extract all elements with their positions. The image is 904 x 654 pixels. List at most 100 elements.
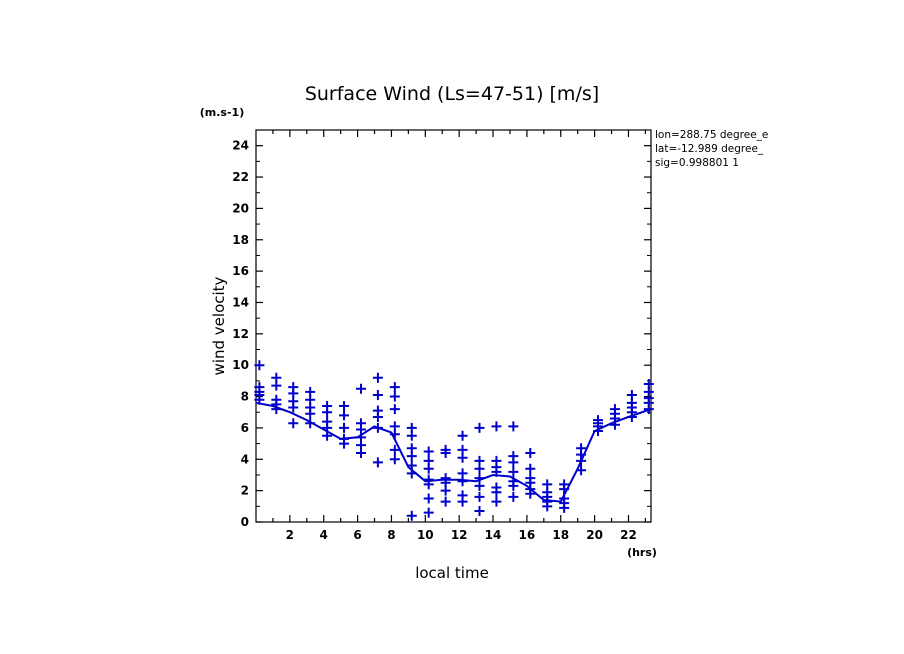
wind-sample-marker: [254, 360, 265, 371]
y-tick-label: 24: [232, 139, 249, 153]
wind-sample-marker: [339, 410, 350, 421]
wind-sample-marker: [406, 451, 417, 462]
y-axis-label: wind velocity: [210, 276, 228, 375]
y-tick-label: 20: [232, 201, 249, 215]
wind-sample-marker: [525, 488, 536, 499]
wind-sample-marker: [440, 448, 451, 459]
wind-sample-marker: [372, 422, 383, 433]
x-tick-label: 10: [417, 528, 434, 542]
info-box: lon=288.75 degree_e lat=-12.989 degree_ …: [655, 129, 768, 169]
wind-sample-marker: [508, 466, 519, 477]
wind-sample-marker: [626, 411, 637, 422]
wind-sample-marker: [609, 419, 620, 430]
y-tick-label: 8: [241, 390, 249, 404]
wind-sample-marker: [288, 418, 299, 429]
wind-sample-marker: [576, 455, 587, 466]
wind-sample-marker: [457, 430, 468, 441]
y-tick-label: 22: [232, 170, 249, 184]
x-unit-label: (hrs): [627, 546, 657, 559]
x-tick-label: 12: [451, 528, 468, 542]
wind-sample-marker: [440, 496, 451, 507]
wind-sample-marker: [339, 400, 350, 411]
wind-sample-marker: [525, 463, 536, 474]
wind-sample-marker: [423, 463, 434, 474]
info-sig: sig=0.998801 1: [655, 157, 739, 169]
wind-sample-marker: [389, 454, 400, 465]
wind-sample-marker: [305, 418, 316, 429]
wind-sample-marker: [440, 485, 451, 496]
wind-sample-marker: [355, 383, 366, 394]
y-tick-label: 16: [232, 264, 249, 278]
x-tick-label: 16: [519, 528, 536, 542]
wind-sample-marker: [457, 476, 468, 487]
x-tick-label: 4: [320, 528, 328, 542]
wind-sample-marker: [508, 491, 519, 502]
wind-sample-marker: [474, 422, 485, 433]
wind-sample-marker: [372, 372, 383, 383]
y-tick-label: 14: [232, 295, 249, 309]
wind-sample-marker: [593, 426, 604, 437]
info-clip: [781, 128, 904, 174]
y-tick-label: 2: [241, 484, 249, 498]
wind-sample-marker: [508, 421, 519, 432]
info-lat: lat=-12.989 degree_: [655, 143, 764, 155]
wind-sample-marker: [372, 411, 383, 422]
wind-sample-marker: [389, 404, 400, 415]
wind-sample-marker: [339, 438, 350, 449]
wind-sample-marker: [271, 380, 282, 391]
x-axis-label: local time: [415, 564, 489, 582]
wind-sample-marker: [643, 404, 654, 415]
mean-wind-line: [255, 401, 652, 503]
x-tick-label: 2: [286, 528, 294, 542]
wind-sample-marker: [423, 507, 434, 518]
x-tick-label: 22: [620, 528, 637, 542]
wind-sample-marker: [491, 466, 502, 477]
y-tick-label: 10: [232, 358, 249, 372]
wind-sample-marker: [474, 480, 485, 491]
y-unit-label: (m.s-1): [200, 106, 244, 119]
wind-sample-marker: [322, 430, 333, 441]
wind-sample-marker: [474, 463, 485, 474]
x-tick-label: 8: [387, 528, 395, 542]
wind-sample-marker: [491, 487, 502, 498]
data-marks: [254, 360, 654, 521]
y-tick-label: 18: [232, 233, 249, 247]
wind-sample-marker: [559, 502, 570, 513]
wind-sample-marker: [474, 491, 485, 502]
wind-sample-marker: [576, 465, 587, 476]
wind-sample-marker: [305, 408, 316, 419]
wind-sample-marker: [508, 480, 519, 491]
wind-sample-marker: [559, 484, 570, 495]
x-tick-label: 20: [586, 528, 603, 542]
wind-sample-marker: [254, 394, 265, 405]
wind-sample-marker: [389, 391, 400, 402]
y-tick-label: 6: [241, 421, 249, 435]
wind-sample-marker: [271, 404, 282, 415]
wind-sample-marker: [406, 468, 417, 479]
wind-sample-marker: [423, 446, 434, 457]
wind-sample-marker: [491, 421, 502, 432]
wind-sample-marker: [474, 506, 485, 517]
wind-sample-marker: [406, 510, 417, 521]
y-tick-label: 4: [241, 452, 249, 466]
info-lon: lon=288.75 degree_e: [655, 129, 768, 141]
wind-sample-marker: [355, 448, 366, 459]
wind-sample-marker: [389, 429, 400, 440]
wind-sample-marker: [372, 389, 383, 400]
y-tick-label: 0: [241, 515, 249, 529]
wind-sample-marker: [339, 422, 350, 433]
wind-sample-marker: [389, 382, 400, 393]
chart-title: Surface Wind (Ls=47-51) [m/s]: [305, 83, 599, 105]
wind-sample-marker: [389, 444, 400, 455]
plot-frame: [255, 129, 652, 523]
wind-sample-marker: [542, 501, 553, 512]
x-tick-label: 18: [552, 528, 569, 542]
wind-sample-marker: [372, 457, 383, 468]
wind-sample-marker: [508, 457, 519, 468]
x-tick-label: 14: [485, 528, 502, 542]
wind-sample-marker: [423, 493, 434, 504]
wind-sample-marker: [322, 407, 333, 418]
wind-sample-marker: [457, 452, 468, 463]
